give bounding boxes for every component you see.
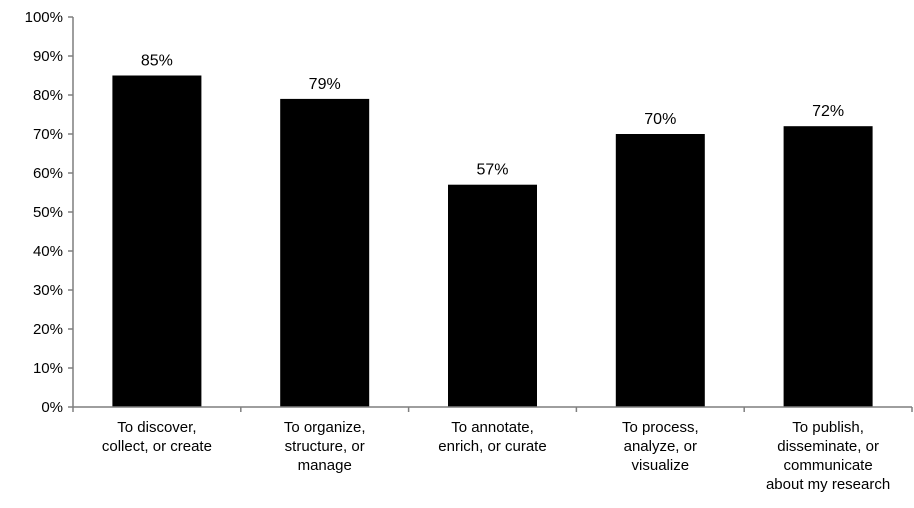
bar (783, 126, 873, 407)
x-category-label: To process, analyze, or visualize (622, 419, 699, 474)
x-axis-ticks (72, 407, 913, 412)
bar (112, 75, 202, 407)
y-tick-label: 100% (25, 9, 63, 26)
x-category-label: To publish, disseminate, or communicate abo… (766, 419, 890, 493)
y-tick-label: 0% (41, 399, 63, 416)
y-tick-label: 10% (33, 360, 63, 377)
data-label: 70% (644, 111, 676, 128)
x-category-label-line: To discover, (117, 419, 196, 436)
x-category-label-line: analyze, or (624, 438, 697, 455)
x-category-label-line: disseminate, or (777, 438, 879, 455)
y-tick-label: 70% (33, 126, 63, 143)
x-category-label-line: To publish, (792, 419, 864, 436)
y-tick-label: 20% (33, 321, 63, 338)
axes (72, 17, 912, 408)
data-labels: 85% 79% 57% 70% 72% (141, 53, 844, 179)
data-label: 85% (141, 53, 173, 70)
x-category-label-line: To annotate, (451, 419, 534, 436)
data-label: 57% (476, 162, 508, 179)
y-tick-label: 40% (33, 243, 63, 260)
x-category-label-line: structure, or (285, 438, 365, 455)
data-label: 72% (812, 103, 844, 120)
bar (280, 98, 370, 408)
x-category-label-line: collect, or create (102, 438, 212, 455)
y-tick-label: 60% (33, 165, 63, 182)
x-category-label: To annotate, enrich, or curate (438, 419, 546, 455)
x-category-label-line: manage (298, 457, 352, 474)
x-category-label: To discover, collect, or create (102, 419, 212, 455)
bars (112, 75, 873, 408)
x-category-label-line: To process, (622, 419, 699, 436)
bar (448, 184, 537, 407)
category-labels: To discover, collect, or create To organiz… (102, 419, 890, 493)
y-tick-label: 80% (33, 87, 63, 104)
x-category-label-line: communicate (783, 457, 872, 474)
y-axis-ticks: 0% 10% 20% 30% 40% 50% 60% 70% 80% 90% 100% (25, 9, 73, 416)
x-category-label-line: enrich, or curate (438, 438, 546, 455)
y-tick-label: 90% (33, 48, 63, 65)
x-category-label-line: visualize (632, 457, 690, 474)
x-category-label: To organize, structure, or manage (284, 419, 366, 474)
y-tick-label: 30% (33, 282, 63, 299)
bar (615, 134, 705, 407)
x-category-label-line: about my research (766, 476, 890, 493)
x-category-label-line: To organize, (284, 419, 366, 436)
data-label: 79% (309, 76, 341, 93)
y-tick-label: 50% (33, 204, 63, 221)
